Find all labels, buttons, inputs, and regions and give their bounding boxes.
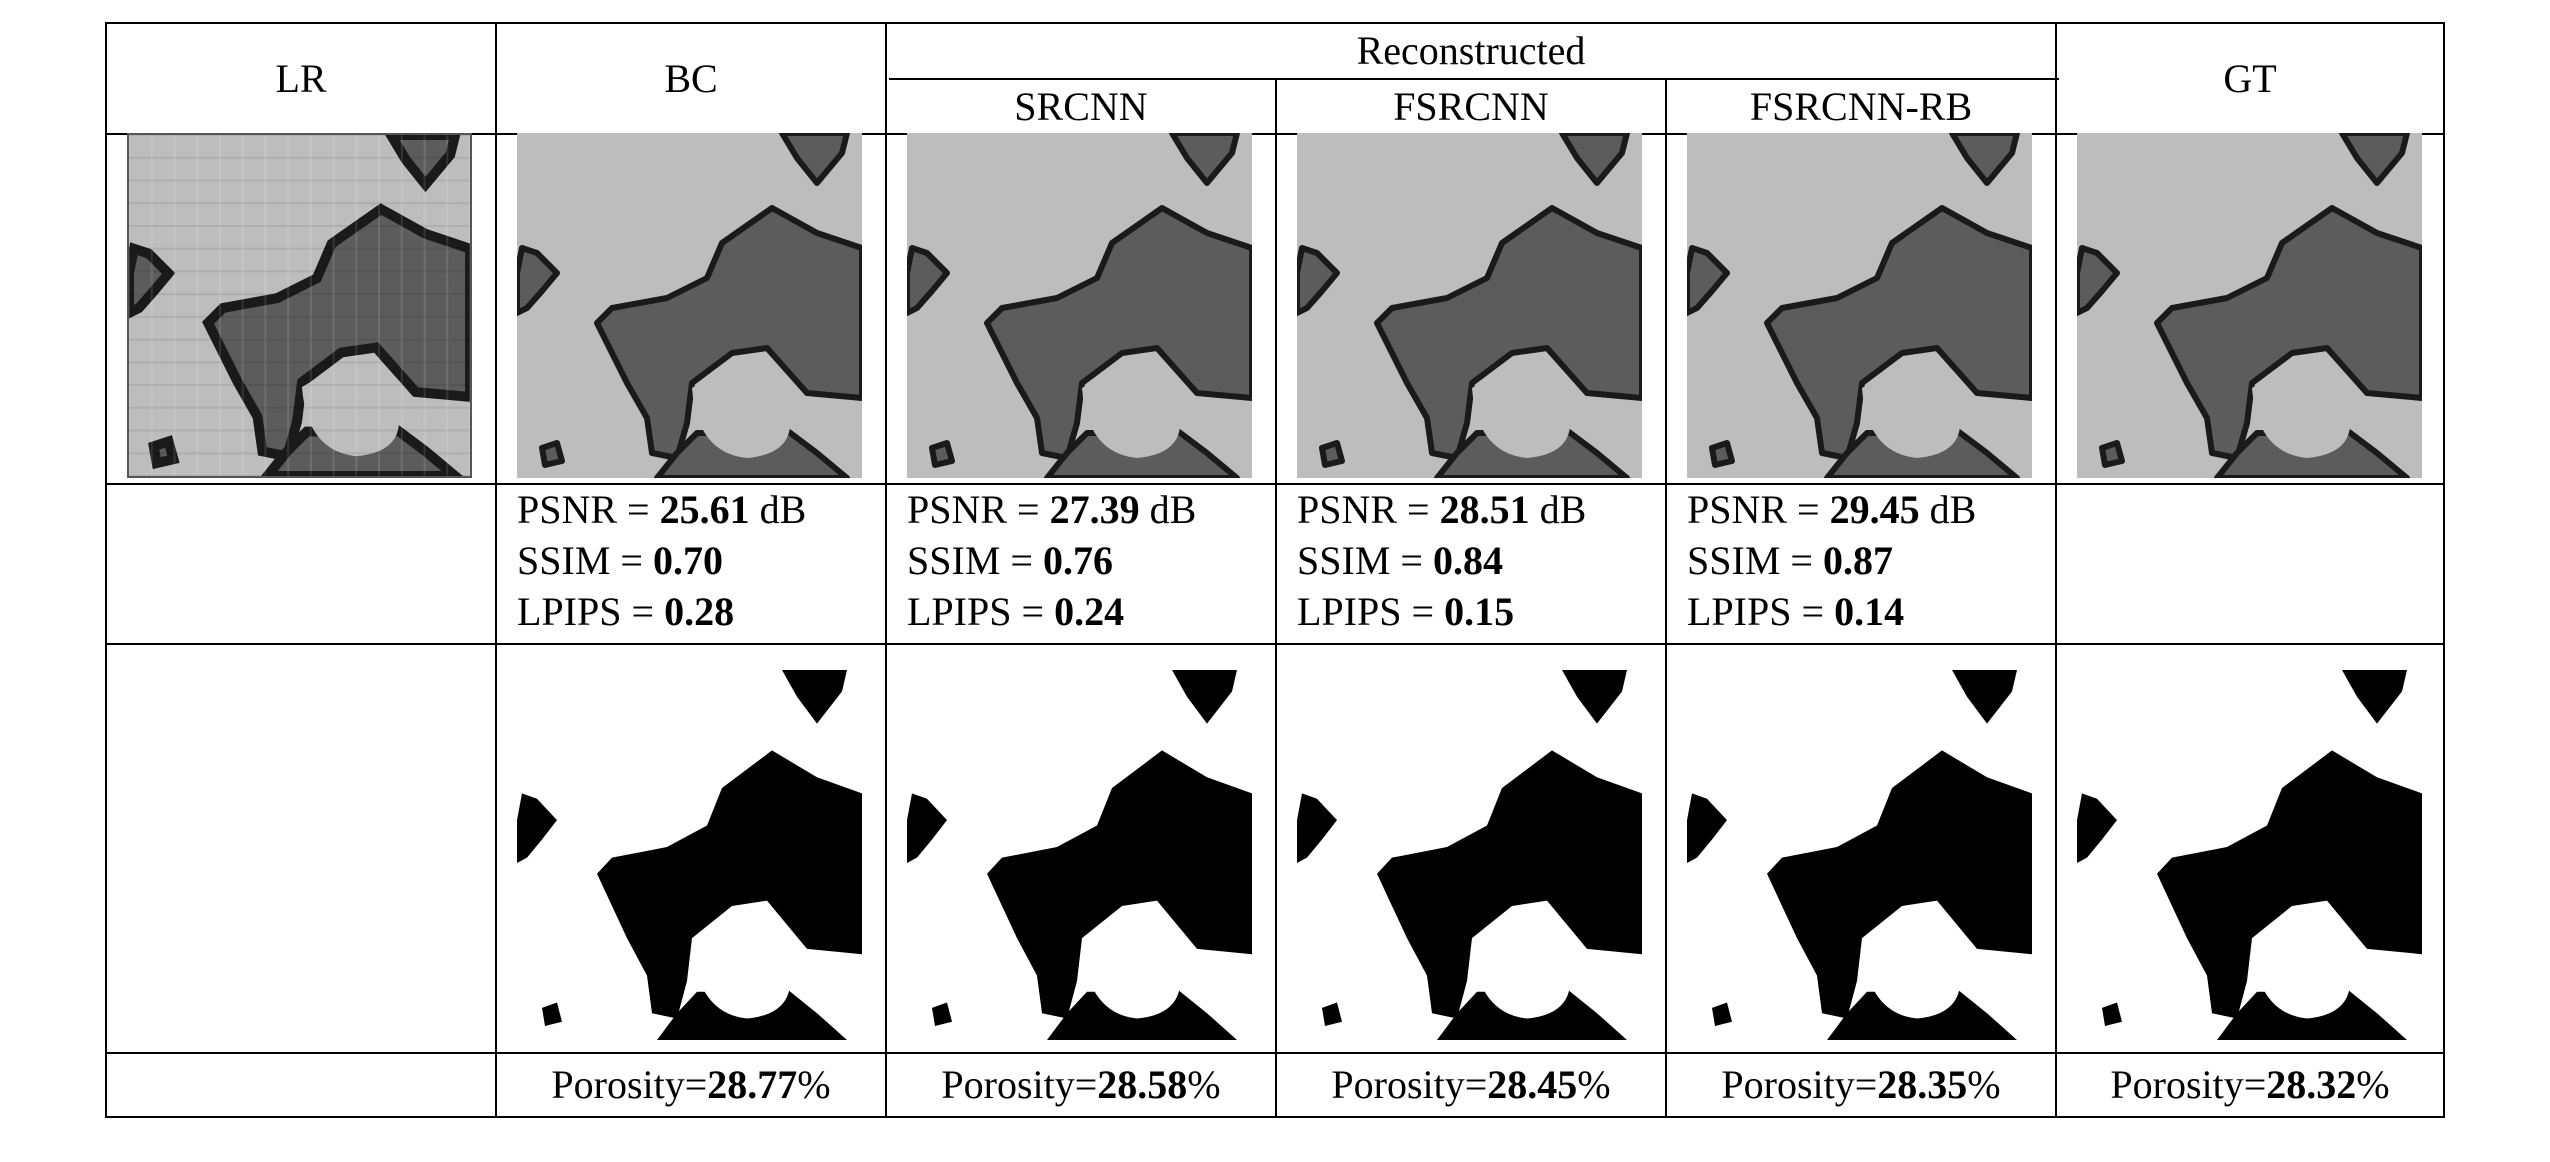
bc-metrics: PSNR = 25.61 dB SSIM = 0.70 LPIPS = 0.28 <box>517 484 806 637</box>
fsrcnn-rb-metrics: PSNR = 29.45 dB SSIM = 0.87 LPIPS = 0.14 <box>1687 484 1976 637</box>
micrograph-drawing <box>517 133 862 478</box>
micrograph-drawing <box>1687 133 2032 478</box>
header-bc: BC <box>497 24 885 133</box>
fsrcnn-rb-lpips: LPIPS = 0.14 <box>1687 586 1976 637</box>
header-fsrcnn-rb: FSRCNN-RB <box>1667 80 2055 133</box>
gt-porosity: Porosity= 28.32 % <box>2057 1054 2443 1116</box>
srcnn-porosity: Porosity= 28.58 % <box>887 1054 1275 1116</box>
bc-psnr-value: 25.61 <box>660 487 750 532</box>
srcnn-ssim: SSIM = 0.76 <box>907 535 1196 586</box>
rule-col-0 <box>105 22 107 1118</box>
rule-col-6 <box>2443 22 2445 1118</box>
srcnn-image <box>907 133 1252 478</box>
pore-region <box>1712 443 1732 465</box>
pore-region <box>1322 443 1342 465</box>
gt-porosity-value: 28.32 <box>2266 1065 2356 1105</box>
fsrcnn-rb-binary-image <box>1687 670 2032 1040</box>
micrograph-drawing <box>2077 133 2422 478</box>
binary-drawing <box>907 670 1252 1040</box>
srcnn-ssim-value: 0.76 <box>1043 538 1113 583</box>
srcnn-psnr-value: 27.39 <box>1050 487 1140 532</box>
header-gt: GT <box>2057 24 2443 133</box>
micrograph-drawing <box>129 135 470 476</box>
lr-image <box>127 133 472 478</box>
fsrcnn-ssim: SSIM = 0.84 <box>1297 535 1586 586</box>
bc-porosity-value: 28.77 <box>707 1065 797 1105</box>
header-srcnn: SRCNN <box>887 80 1275 133</box>
fsrcnn-metrics: PSNR = 28.51 dB SSIM = 0.84 LPIPS = 0.15 <box>1297 484 1586 637</box>
fsrcnn-rb-porosity: Porosity= 28.35 % <box>1667 1054 2055 1116</box>
fsrcnn-rb-ssim-value: 0.87 <box>1823 538 1893 583</box>
fsrcnn-ssim-value: 0.84 <box>1433 538 1503 583</box>
bc-ssim: SSIM = 0.70 <box>517 535 806 586</box>
comparison-figure: LR BC Reconstructed SRCNN FSRCNN FSRCNN-… <box>105 22 2445 1118</box>
rule-col-1 <box>495 22 497 1118</box>
micrograph-drawing <box>907 133 1252 478</box>
header-fsrcnn: FSRCNN <box>1277 80 1665 133</box>
fsrcnn-rb-psnr: PSNR = 29.45 dB <box>1687 484 1976 535</box>
srcnn-lpips: LPIPS = 0.24 <box>907 586 1196 637</box>
bc-lpips-value: 0.28 <box>664 589 734 634</box>
bc-porosity: Porosity= 28.77 % <box>497 1054 885 1116</box>
srcnn-porosity-value: 28.58 <box>1097 1065 1187 1105</box>
fsrcnn-psnr: PSNR = 28.51 dB <box>1297 484 1586 535</box>
fsrcnn-lpips: LPIPS = 0.15 <box>1297 586 1586 637</box>
fsrcnn-lpips-value: 0.15 <box>1444 589 1514 634</box>
pore-region <box>932 443 952 465</box>
srcnn-lpips-value: 0.24 <box>1054 589 1124 634</box>
fsrcnn-psnr-value: 28.51 <box>1440 487 1530 532</box>
bc-psnr: PSNR = 25.61 dB <box>517 484 806 535</box>
bc-ssim-value: 0.70 <box>653 538 723 583</box>
fsrcnn-binary-image <box>1297 670 1642 1040</box>
bc-binary-image <box>517 670 862 1040</box>
fsrcnn-rb-porosity-value: 28.35 <box>1877 1065 1967 1105</box>
header-reconstructed: Reconstructed <box>887 24 2055 78</box>
binary-drawing <box>1297 670 1642 1040</box>
srcnn-metrics: PSNR = 27.39 dB SSIM = 0.76 LPIPS = 0.24 <box>907 484 1196 637</box>
fsrcnn-rb-lpips-value: 0.14 <box>1834 589 1904 634</box>
fsrcnn-rb-image <box>1687 133 2032 478</box>
fsrcnn-porosity: Porosity= 28.45 % <box>1277 1054 1665 1116</box>
pore-region <box>2102 443 2122 465</box>
gt-image <box>2077 133 2422 478</box>
srcnn-psnr: PSNR = 27.39 dB <box>907 484 1196 535</box>
bc-lpips: LPIPS = 0.28 <box>517 586 806 637</box>
rule-col-4 <box>1665 78 1667 1118</box>
binary-drawing <box>517 670 862 1040</box>
fsrcnn-rb-psnr-value: 29.45 <box>1830 487 1920 532</box>
rule-col-5 <box>2055 22 2057 1118</box>
binary-drawing <box>2077 670 2422 1040</box>
bc-image <box>517 133 862 478</box>
pore-region <box>542 443 562 465</box>
micrograph-drawing <box>1297 133 1642 478</box>
fsrcnn-porosity-value: 28.45 <box>1487 1065 1577 1105</box>
srcnn-binary-image <box>907 670 1252 1040</box>
rule-col-3 <box>1275 78 1277 1118</box>
fsrcnn-image <box>1297 133 1642 478</box>
binary-drawing <box>1687 670 2032 1040</box>
header-lr: LR <box>107 24 495 133</box>
gt-binary-image <box>2077 670 2422 1040</box>
rule-col-2 <box>885 22 887 1118</box>
fsrcnn-rb-ssim: SSIM = 0.87 <box>1687 535 1976 586</box>
